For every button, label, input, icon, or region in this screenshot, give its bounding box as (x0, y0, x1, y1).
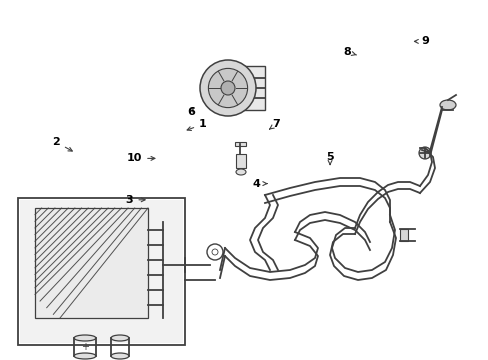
Bar (236, 154, 245, 168)
Text: 9: 9 (414, 36, 428, 46)
Text: 7: 7 (269, 119, 280, 129)
Circle shape (208, 68, 247, 108)
Text: 10: 10 (126, 153, 155, 163)
Circle shape (418, 147, 430, 159)
Text: 2: 2 (52, 137, 72, 151)
Text: +: + (81, 342, 89, 352)
Ellipse shape (74, 335, 96, 341)
Text: 4: 4 (252, 179, 266, 189)
Ellipse shape (74, 353, 96, 359)
Bar (20, 200, 183, 343)
Ellipse shape (236, 169, 245, 175)
Bar (235, 142, 245, 146)
Bar (18, 198, 184, 345)
Circle shape (221, 81, 235, 95)
Text: 3: 3 (125, 195, 145, 205)
Text: 5: 5 (325, 152, 333, 165)
Ellipse shape (111, 353, 129, 359)
Text: 1: 1 (187, 119, 206, 130)
Text: 6: 6 (186, 107, 194, 117)
Ellipse shape (111, 335, 129, 341)
Ellipse shape (439, 100, 455, 110)
Text: 8: 8 (343, 47, 356, 57)
Bar (35, 208, 148, 318)
Bar (223, 66, 264, 110)
Bar (399, 229, 407, 241)
Circle shape (200, 60, 256, 116)
